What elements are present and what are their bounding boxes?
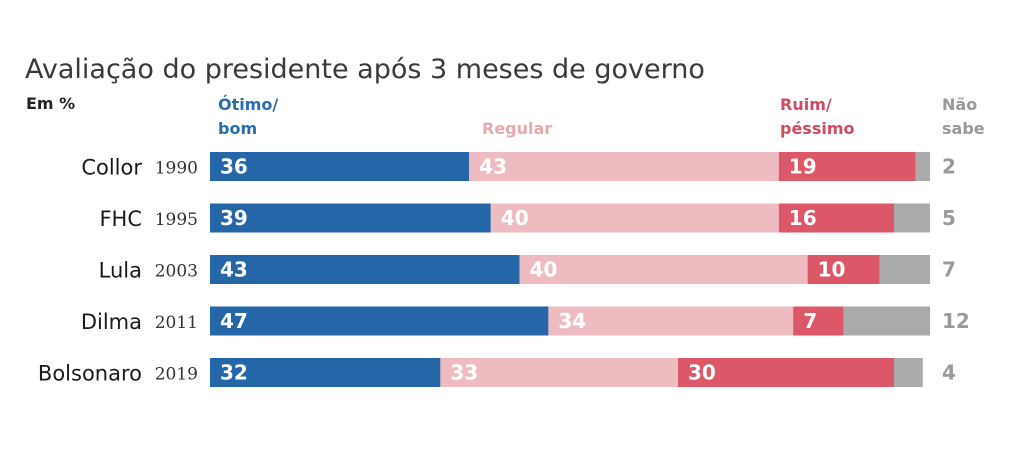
year-label: 2011 [155,313,198,333]
bar-ruim [778,203,894,233]
value-label-regular: 43 [479,155,507,179]
bar-row-dilma: Dilma 2011 47 34 7 12 [81,306,970,336]
bar-regular [469,152,779,181]
bar-regular [440,358,678,387]
value-label-naosabe: 5 [942,206,956,230]
value-label-ruim: 19 [789,155,817,179]
bar-row-bolsonaro: Bolsonaro 2019 32 33 30 4 [38,358,956,387]
value-label-otimo: 47 [220,309,248,333]
bar-otimo [210,255,520,284]
bar-row-collor: Collor 1990 36 43 19 2 [81,152,956,181]
bar-otimo [210,152,470,181]
legend-ruim-line-0: Ruim/ [780,95,832,114]
bar-naosabe [894,358,923,387]
bar-ruim [807,255,880,284]
president-name: Collor [81,156,142,180]
value-label-otimo: 43 [220,258,248,282]
bar-ruim [778,152,916,181]
value-label-regular: 33 [450,361,478,385]
bar-otimo [210,203,491,233]
legend-naosabe-line-1: sabe [942,119,985,138]
year-label: 1990 [155,159,198,179]
legend-naosabe-line-0: Não [942,95,977,114]
chart-title: Avaliação do presidente após 3 meses de … [25,54,705,85]
legend: Ótimo/bom Regular Ruim/péssimo Não sabe [218,95,985,138]
value-label-regular: 40 [501,206,529,230]
value-label-ruim: 7 [803,309,817,333]
bar-naosabe [894,203,930,233]
legend-ruim-line-1: péssimo [780,119,855,138]
year-label: 2019 [155,365,198,385]
bar-regular [548,306,794,336]
bar-row-fhc: FHC 1995 39 40 16 5 [99,203,956,233]
bar-ruim [793,306,844,336]
value-label-otimo: 39 [220,206,248,230]
bar-otimo [210,358,441,387]
value-label-otimo: 36 [220,155,248,179]
bar-row-lula: Lula 2003 43 40 10 7 [99,255,956,284]
bar-otimo [210,306,549,336]
value-label-naosabe: 2 [942,155,956,179]
year-label: 2003 [155,262,198,282]
value-label-naosabe: 4 [942,361,956,385]
legend-otimo-line-1: bom [218,119,257,138]
bar-naosabe [879,255,930,284]
president-name: Bolsonaro [38,362,142,386]
value-label-naosabe: 12 [942,309,970,333]
bar-naosabe [843,306,930,336]
value-label-ruim: 16 [789,206,817,230]
value-label-regular: 40 [530,258,558,282]
value-label-otimo: 32 [220,361,248,385]
legend-otimo-line-0: Ótimo/ [218,95,278,114]
president-name: Lula [99,259,142,283]
value-label-naosabe: 7 [942,258,956,282]
unit-label: Em % [26,94,75,113]
bar-regular [490,203,779,233]
value-label-ruim: 30 [688,361,716,385]
value-label-ruim: 10 [818,258,846,282]
president-name: FHC [99,207,142,231]
value-label-regular: 34 [558,309,586,333]
bar-rows: Collor 1990 36 43 19 2 FHC 1995 39 40 16 5 Lula 2003 4… [38,152,970,387]
president-name: Dilma [81,310,142,334]
legend-regular-line-0: Regular [482,119,552,138]
bar-regular [519,255,808,284]
year-label: 1995 [155,210,198,230]
bar-ruim [678,358,894,387]
bar-naosabe [915,152,930,181]
